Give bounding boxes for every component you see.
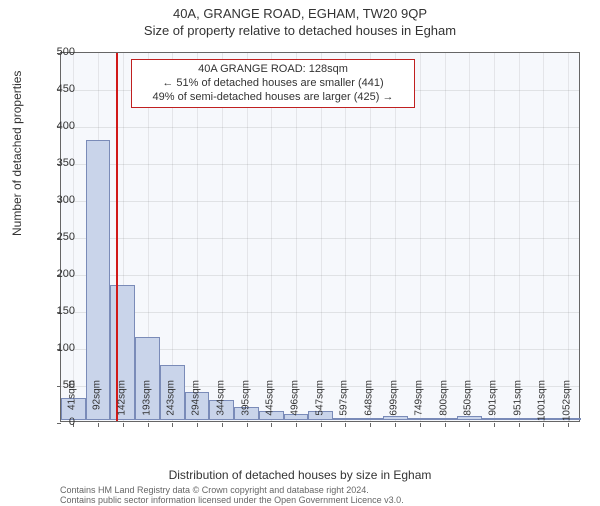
histogram-bar — [333, 418, 357, 420]
histogram-bar — [432, 418, 457, 420]
footer-attribution: Contains HM Land Registry data © Crown c… — [60, 486, 404, 506]
xtick-mark — [345, 423, 346, 427]
xtick-label: 749sqm — [413, 380, 424, 416]
ytick-label: 250 — [35, 231, 75, 243]
xtick-label: 445sqm — [265, 380, 276, 416]
xtick-label: 1001sqm — [537, 380, 548, 421]
gridline-vertical — [445, 53, 446, 421]
ytick-label: 150 — [35, 305, 75, 317]
xtick-mark — [247, 423, 248, 427]
xtick-mark — [420, 423, 421, 427]
gridline-vertical — [543, 53, 544, 421]
gridline-horizontal — [61, 238, 579, 239]
annotation-line3: 49% of semi-detached houses are larger (… — [138, 91, 408, 105]
xtick-label: 597sqm — [339, 380, 350, 416]
gridline-horizontal — [61, 275, 579, 276]
xtick-mark — [494, 423, 495, 427]
xtick-mark — [519, 423, 520, 427]
annotation-line2: ← 51% of detached houses are smaller (44… — [138, 77, 408, 91]
xtick-mark — [543, 423, 544, 427]
gridline-vertical — [420, 53, 421, 421]
xtick-label: 92sqm — [92, 380, 103, 410]
ytick-label: 200 — [35, 268, 75, 280]
chart-subtitle: Size of property relative to detached ho… — [0, 23, 600, 38]
plot-area: 40A GRANGE ROAD: 128sqm← 51% of detached… — [60, 52, 580, 422]
chart-area: 40A GRANGE ROAD: 128sqm← 51% of detached… — [60, 52, 580, 422]
y-axis-label: Number of detached properties — [10, 71, 24, 236]
xtick-label: 395sqm — [240, 380, 251, 416]
xtick-label: 547sqm — [315, 380, 326, 416]
xtick-mark — [172, 423, 173, 427]
xtick-label: 294sqm — [191, 380, 202, 416]
gridline-horizontal — [61, 312, 579, 313]
footer-line2: Contains public sector information licen… — [60, 496, 404, 506]
histogram-bar — [408, 418, 432, 420]
ytick-label: 500 — [35, 46, 75, 58]
gridline-vertical — [469, 53, 470, 421]
xtick-mark — [123, 423, 124, 427]
gridline-vertical — [494, 53, 495, 421]
xtick-mark — [197, 423, 198, 427]
ytick-label: 300 — [35, 194, 75, 206]
xtick-mark — [469, 423, 470, 427]
xtick-label: 951sqm — [512, 380, 523, 416]
histogram-bar — [507, 418, 531, 420]
xtick-label: 800sqm — [438, 380, 449, 416]
gridline-horizontal — [61, 127, 579, 128]
xtick-mark — [222, 423, 223, 427]
ytick-label: 350 — [35, 157, 75, 169]
gridline-vertical — [519, 53, 520, 421]
xtick-label: 648sqm — [364, 380, 375, 416]
xtick-label: 850sqm — [463, 380, 474, 416]
histogram-bar — [482, 418, 507, 420]
gridline-horizontal — [61, 164, 579, 165]
histogram-bar — [86, 140, 110, 420]
xtick-label: 344sqm — [215, 380, 226, 416]
xtick-label: 496sqm — [290, 380, 301, 416]
xtick-mark — [370, 423, 371, 427]
xtick-mark — [98, 423, 99, 427]
gridline-vertical — [568, 53, 569, 421]
xtick-label: 193sqm — [141, 380, 152, 416]
property-marker-line — [116, 53, 118, 421]
x-axis-label: Distribution of detached houses by size … — [0, 468, 600, 482]
xtick-mark — [321, 423, 322, 427]
histogram-bar — [457, 416, 481, 420]
histogram-bar — [383, 416, 408, 420]
ytick-label: 450 — [35, 83, 75, 95]
histogram-bar — [358, 418, 383, 420]
annotation-box: 40A GRANGE ROAD: 128sqm← 51% of detached… — [131, 59, 415, 108]
xtick-mark — [296, 423, 297, 427]
xtick-mark — [568, 423, 569, 427]
xtick-label: 41sqm — [67, 380, 78, 410]
ytick-label: 0 — [35, 416, 75, 428]
gridline-horizontal — [61, 201, 579, 202]
xtick-label: 243sqm — [166, 380, 177, 416]
ytick-label: 400 — [35, 120, 75, 132]
xtick-label: 901sqm — [488, 380, 499, 416]
annotation-line1: 40A GRANGE ROAD: 128sqm — [138, 63, 408, 77]
chart-title: 40A, GRANGE ROAD, EGHAM, TW20 9QP — [0, 6, 600, 21]
xtick-label: 1052sqm — [562, 380, 573, 421]
xtick-label: 142sqm — [116, 380, 127, 416]
xtick-mark — [148, 423, 149, 427]
xtick-mark — [395, 423, 396, 427]
ytick-label: 100 — [35, 342, 75, 354]
xtick-mark — [271, 423, 272, 427]
xtick-mark — [445, 423, 446, 427]
xtick-label: 699sqm — [389, 380, 400, 416]
